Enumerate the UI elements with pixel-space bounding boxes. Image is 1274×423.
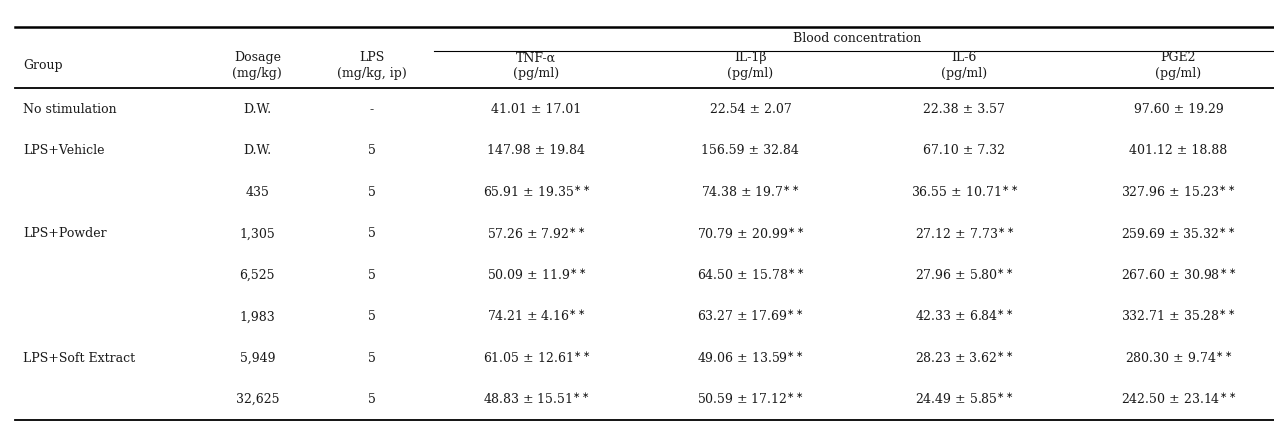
Text: 147.98 ± 19.84: 147.98 ± 19.84 — [488, 145, 585, 157]
Text: 435: 435 — [246, 186, 269, 199]
Text: LPS
(mg/kg, ip): LPS (mg/kg, ip) — [338, 51, 406, 80]
Text: Dosage
(mg/kg): Dosage (mg/kg) — [232, 51, 283, 80]
Text: IL-1β
(pg/ml): IL-1β (pg/ml) — [727, 51, 773, 80]
Text: 67.10 ± 7.32: 67.10 ± 7.32 — [924, 145, 1005, 157]
Text: LPS+Soft Extract: LPS+Soft Extract — [23, 352, 135, 365]
Text: 61.05 ± 12.61$^{\ast\ast}$: 61.05 ± 12.61$^{\ast\ast}$ — [483, 351, 590, 366]
Text: 5: 5 — [368, 269, 376, 282]
Text: 327.96 ± 15.23$^{\ast\ast}$: 327.96 ± 15.23$^{\ast\ast}$ — [1121, 185, 1236, 200]
Text: D.W.: D.W. — [243, 103, 271, 116]
Text: 332.71 ± 35.28$^{\ast\ast}$: 332.71 ± 35.28$^{\ast\ast}$ — [1121, 309, 1236, 324]
Text: 74.38 ± 19.7$^{\ast\ast}$: 74.38 ± 19.7$^{\ast\ast}$ — [701, 185, 800, 200]
Text: TNF-α
(pg/ml): TNF-α (pg/ml) — [513, 51, 559, 80]
Text: 5: 5 — [368, 310, 376, 323]
Text: 22.38 ± 3.57: 22.38 ± 3.57 — [924, 103, 1005, 116]
Text: LPS+Powder: LPS+Powder — [23, 228, 107, 240]
Text: 49.06 ± 13.59$^{\ast\ast}$: 49.06 ± 13.59$^{\ast\ast}$ — [697, 351, 804, 366]
Text: 5: 5 — [368, 145, 376, 157]
Text: 5,949: 5,949 — [240, 352, 275, 365]
Text: 242.50 ± 23.14$^{\ast\ast}$: 242.50 ± 23.14$^{\ast\ast}$ — [1121, 392, 1236, 407]
Text: Group: Group — [23, 59, 62, 72]
Text: 63.27 ± 17.69$^{\ast\ast}$: 63.27 ± 17.69$^{\ast\ast}$ — [697, 309, 804, 324]
Text: 1,983: 1,983 — [240, 310, 275, 323]
Text: 6,525: 6,525 — [240, 269, 275, 282]
Text: 41.01 ± 17.01: 41.01 ± 17.01 — [492, 103, 581, 116]
Text: 5: 5 — [368, 352, 376, 365]
Text: 70.79 ± 20.99$^{\ast\ast}$: 70.79 ± 20.99$^{\ast\ast}$ — [697, 226, 804, 242]
Text: 50.59 ± 17.12$^{\ast\ast}$: 50.59 ± 17.12$^{\ast\ast}$ — [697, 392, 804, 407]
Text: 401.12 ± 18.88: 401.12 ± 18.88 — [1129, 145, 1228, 157]
Text: 28.23 ± 3.62$^{\ast\ast}$: 28.23 ± 3.62$^{\ast\ast}$ — [915, 351, 1014, 366]
Text: 27.12 ± 7.73$^{\ast\ast}$: 27.12 ± 7.73$^{\ast\ast}$ — [915, 226, 1014, 242]
Text: 5: 5 — [368, 186, 376, 199]
Text: D.W.: D.W. — [243, 145, 271, 157]
Text: 97.60 ± 19.29: 97.60 ± 19.29 — [1134, 103, 1223, 116]
Text: 48.83 ± 15.51$^{\ast\ast}$: 48.83 ± 15.51$^{\ast\ast}$ — [483, 392, 590, 407]
Text: 267.60 ± 30.98$^{\ast\ast}$: 267.60 ± 30.98$^{\ast\ast}$ — [1121, 268, 1236, 283]
Text: 156.59 ± 32.84: 156.59 ± 32.84 — [702, 145, 799, 157]
Text: 42.33 ± 6.84$^{\ast\ast}$: 42.33 ± 6.84$^{\ast\ast}$ — [915, 309, 1014, 324]
Text: PGE2
(pg/ml): PGE2 (pg/ml) — [1156, 51, 1201, 80]
Text: 22.54 ± 2.07: 22.54 ± 2.07 — [710, 103, 791, 116]
Text: 36.55 ± 10.71$^{\ast\ast}$: 36.55 ± 10.71$^{\ast\ast}$ — [911, 185, 1018, 200]
Text: 57.26 ± 7.92$^{\ast\ast}$: 57.26 ± 7.92$^{\ast\ast}$ — [487, 226, 586, 242]
Text: -: - — [369, 103, 375, 116]
Text: 27.96 ± 5.80$^{\ast\ast}$: 27.96 ± 5.80$^{\ast\ast}$ — [915, 268, 1014, 283]
Text: LPS+Vehicle: LPS+Vehicle — [23, 145, 104, 157]
Text: 32,625: 32,625 — [236, 393, 279, 406]
Text: 1,305: 1,305 — [240, 228, 275, 240]
Text: 5: 5 — [368, 393, 376, 406]
Text: 64.50 ± 15.78$^{\ast\ast}$: 64.50 ± 15.78$^{\ast\ast}$ — [697, 268, 804, 283]
Text: 65.91 ± 19.35$^{\ast\ast}$: 65.91 ± 19.35$^{\ast\ast}$ — [483, 185, 590, 200]
Text: 5: 5 — [368, 228, 376, 240]
Text: IL-6
(pg/ml): IL-6 (pg/ml) — [941, 51, 987, 80]
Text: Blood concentration: Blood concentration — [794, 33, 921, 45]
Text: 24.49 ± 5.85$^{\ast\ast}$: 24.49 ± 5.85$^{\ast\ast}$ — [915, 392, 1014, 407]
Text: No stimulation: No stimulation — [23, 103, 116, 116]
Text: 74.21 ± 4.16$^{\ast\ast}$: 74.21 ± 4.16$^{\ast\ast}$ — [487, 309, 586, 324]
Text: 50.09 ± 11.9$^{\ast\ast}$: 50.09 ± 11.9$^{\ast\ast}$ — [487, 268, 586, 283]
Text: 259.69 ± 35.32$^{\ast\ast}$: 259.69 ± 35.32$^{\ast\ast}$ — [1121, 226, 1236, 242]
Text: 280.30 ± 9.74$^{\ast\ast}$: 280.30 ± 9.74$^{\ast\ast}$ — [1125, 351, 1232, 366]
